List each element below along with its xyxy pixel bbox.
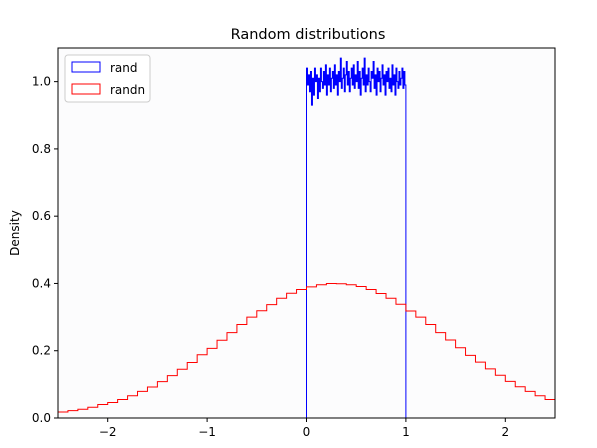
x-axis: −2 −1 0 1 2 <box>99 418 509 439</box>
x-tick-label: 0 <box>303 425 311 439</box>
x-tick-label: 2 <box>501 425 509 439</box>
x-tick-label: 1 <box>402 425 410 439</box>
x-tick-label: −1 <box>198 425 216 439</box>
y-tick-label: 0.4 <box>32 276 51 290</box>
legend-swatch-rand <box>71 61 101 73</box>
y-tick-label: 0.8 <box>32 142 51 156</box>
y-tick-label: 1.0 <box>32 75 51 89</box>
x-tick-label: −2 <box>99 425 117 439</box>
legend: rand randn <box>64 54 151 103</box>
y-tick-label: 0.6 <box>32 209 51 223</box>
series-rand-step-line <box>306 57 407 418</box>
legend-label-randn: randn <box>110 83 145 97</box>
legend-box <box>64 54 151 103</box>
legend-swatch-randn <box>71 83 101 95</box>
series-randn-step-line <box>57 282 556 418</box>
chart-title: Random distributions <box>231 27 386 43</box>
series-layer <box>57 57 556 418</box>
y-axis-label: Density <box>8 210 22 256</box>
plot-area <box>57 47 556 419</box>
y-tick-label: 0.0 <box>32 411 51 425</box>
y-axis: 0.0 0.2 0.4 0.6 0.8 1.0 <box>32 75 58 425</box>
y-tick-label: 0.2 <box>32 344 51 358</box>
legend-label-rand: rand <box>110 61 138 75</box>
